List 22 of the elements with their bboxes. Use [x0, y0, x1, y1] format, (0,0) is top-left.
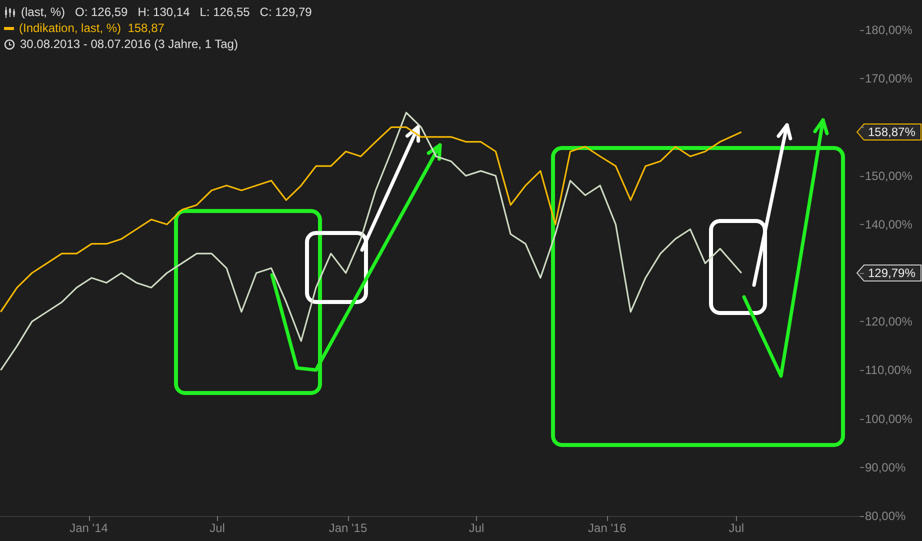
annotation: (Indikation, last, %) 158,87	[19, 20, 164, 36]
x-tick-label: Jan '16	[588, 521, 627, 535]
x-tick-label: Jul	[728, 521, 744, 535]
y-tick-label: 110,00%	[865, 363, 912, 378]
text: 129,79%	[868, 266, 916, 280]
text: (last, %) O: 126,59 H: 130,14 L: 126,55 C: 129,79	[21, 4, 312, 20]
y-tick-label: 150,00%	[865, 168, 913, 183]
x-tick-label: Jan '15	[328, 521, 368, 535]
line-series	[0, 112, 742, 371]
y-tick-label: 140,00%	[865, 217, 913, 232]
text: 158,87%	[868, 125, 916, 140]
y-tick-label: 90,00%	[865, 460, 906, 474]
annotation: 30.08.2013 - 08.07.2016 (3 Jahre, 1 Tag)	[20, 36, 238, 52]
x-tick-label: Jul	[210, 521, 225, 535]
line-series	[0, 126, 742, 313]
x-tick-label: Jul	[468, 521, 484, 535]
x-tick-label: Jan '14	[70, 521, 108, 535]
y-tick-label: 100,00%	[865, 412, 913, 426]
y-tick-label: 170,00%	[865, 72, 913, 86]
y-tick-label: 80,00%	[865, 509, 906, 523]
y-tick-label: 180,00%	[865, 23, 913, 37]
y-tick-label: 120,00%	[865, 314, 913, 329]
